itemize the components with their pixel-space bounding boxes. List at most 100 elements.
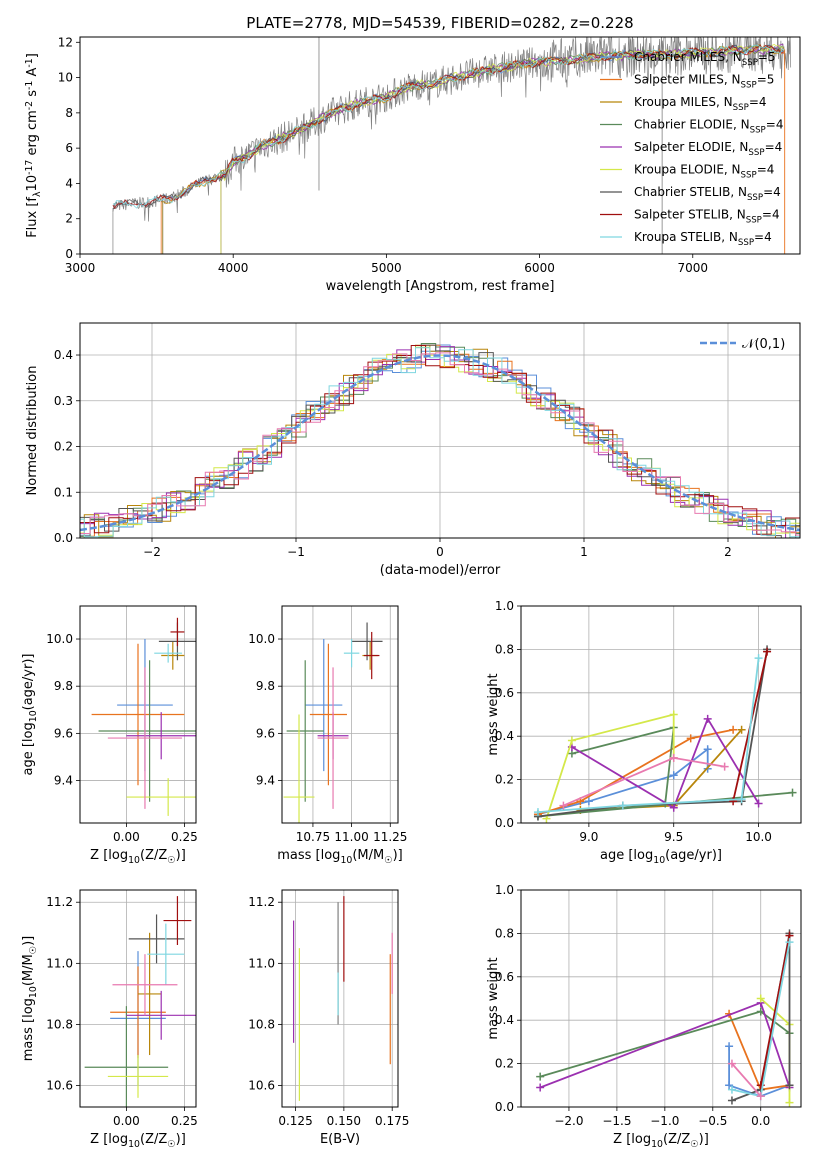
x-tick-label: 5000 [371,261,402,275]
legend-label: Kroupa STELIB, NSSP=4 [634,230,772,248]
data-marker [669,771,678,780]
data-marker [756,1092,765,1101]
x-tick-label: 0.0 [751,1114,770,1128]
x-tick-label: 7000 [677,261,708,275]
data-marker [729,797,738,806]
y-tick-label: 0.3 [54,394,73,408]
x-axis-label: Z [log10(Z/Z☉)] [90,1132,186,1150]
model-salpeter_elodie [220,43,784,254]
data-marker [618,801,627,810]
data-marker [754,654,763,663]
data-marker [737,795,746,804]
axes-frame [79,889,197,1108]
model-chabrier_elodie [220,45,784,254]
axes-frame [281,889,399,1108]
y-tick-label: 0.1 [54,485,73,499]
y-axis-label: Flux [fλ10-17 erg cm-2 s-1 A-1] [24,53,43,238]
panel-weight_vs_Z: −2.0 −1.5 −1.0 −0.5 0.0 0.0 0.2 0.4 0.6 0.8 1.0 Z [… [486,883,802,1150]
plot-area [91,617,196,816]
y-tick-label: 0.4 [495,1013,514,1027]
x-tick-label: −2 [143,545,161,559]
y-tick-label: 0.2 [495,1057,514,1071]
plot-area [293,896,393,1101]
y-tick-label: 9.4 [256,774,275,788]
x-tick-label: −2.0 [554,1114,583,1128]
y-axis-label: age [log10(age/yr)] [21,654,39,776]
y-tick-label: 1.0 [495,883,514,897]
figure-title: PLATE=2778, MJD=54539, FIBERID=0282, z=0… [246,14,633,32]
legend-label: Salpeter ELODIE, NSSP=4 [634,140,782,158]
legend-label: Chabrier MILES, NSSP=5 [634,50,776,68]
y-tick-label: 11.2 [248,895,275,909]
x-tick-label: 4000 [218,261,249,275]
x-tick-label: 0.150 [327,1114,361,1128]
data-marker [756,994,765,1003]
y-tick-label: 0.0 [495,816,514,830]
gaussian-curve [80,354,800,532]
y-axis-label: mass [log10(M/M☉)] [21,936,39,1062]
y-tick-label: 8 [65,106,73,120]
y-tick-label: 0.6 [495,686,514,700]
y-tick-label: 10.8 [46,1017,73,1031]
y-axis-label: Normed distribution [25,366,40,496]
x-tick-label: 0.00 [113,830,140,844]
x-tick-label: 9.5 [664,830,683,844]
data-marker [788,788,797,797]
panel-spectrum: 3000 4000 5000 6000 7000 0 2 4 6 8 10 12 wavelength … [24,35,801,294]
panel-mass_vs_ebv: 0.125 0.150 0.175 10.6 10.8 11.0 11.2 E(B-V) [248,889,409,1147]
data-marker [725,1042,734,1051]
data-marker [727,1059,736,1068]
x-axis-label: Z [log10(Z/Z☉)] [90,848,186,866]
x-tick-label: −1.0 [650,1114,679,1128]
legend-label: 𝒩(0,1) [742,337,785,352]
x-tick-label: 0.25 [171,1114,198,1128]
data-marker [536,1072,545,1081]
data-marker [785,938,794,947]
plot-area [80,343,800,538]
y-tick-label: 4 [65,176,73,190]
data-marker [669,803,678,812]
data-marker [737,725,746,734]
series-line [728,1013,790,1091]
series-line [728,1046,790,1098]
y-tick-label: 0.2 [54,440,73,454]
series-line [537,728,734,816]
data-marker [763,647,772,656]
y-tick-label: 11.0 [46,956,73,970]
legend-label: Kroupa MILES, NSSP=4 [634,95,767,113]
series-line [545,713,675,819]
data-marker [536,1083,545,1092]
y-tick-label: 0.8 [495,642,514,656]
x-tick-label: 6000 [524,261,555,275]
data-marker [533,808,542,817]
axes-frame [79,605,197,824]
panel-residuals: −2 −1 0 1 2 0.0 0.1 0.2 0.3 0.4 (data-model)/error… [25,322,801,578]
plot-area [533,645,797,823]
y-tick-label: 9.8 [256,679,275,693]
y-tick-label: 9.6 [256,726,275,740]
histogram-pink [80,352,800,536]
x-tick-label: 11.00 [334,830,368,844]
axes-frame [520,605,802,824]
y-tick-label: 0.6 [495,970,514,984]
axes-frame [281,605,399,824]
x-axis-label: mass [log10(M/M☉)] [277,848,403,866]
plot-area [536,929,794,1107]
panel-age_vs_Z: 0.00 0.25 9.4 9.6 9.8 10.0 Z [log10(Z/Z☉)] age … [21,605,198,866]
series-line [580,729,743,811]
y-tick-label: 0.8 [495,926,514,940]
y-tick-label: 0.4 [54,348,73,362]
data-marker [727,1085,736,1094]
y-tick-label: 12 [58,35,73,49]
panel-mass_vs_Z: 0.00 0.25 10.6 10.8 11.0 11.2 Z [log10(Z/Z☉)] m… [21,889,198,1150]
y-tick-label: 2 [65,212,73,226]
series-line [759,935,791,1086]
y-tick-label: 10 [58,71,73,85]
axes-frame [520,889,802,1108]
y-tick-label: 10.0 [46,632,73,646]
x-tick-label: 9.0 [579,830,598,844]
data-marker [559,801,568,810]
data-marker [584,797,593,806]
x-axis-label: E(B-V) [320,1132,360,1147]
